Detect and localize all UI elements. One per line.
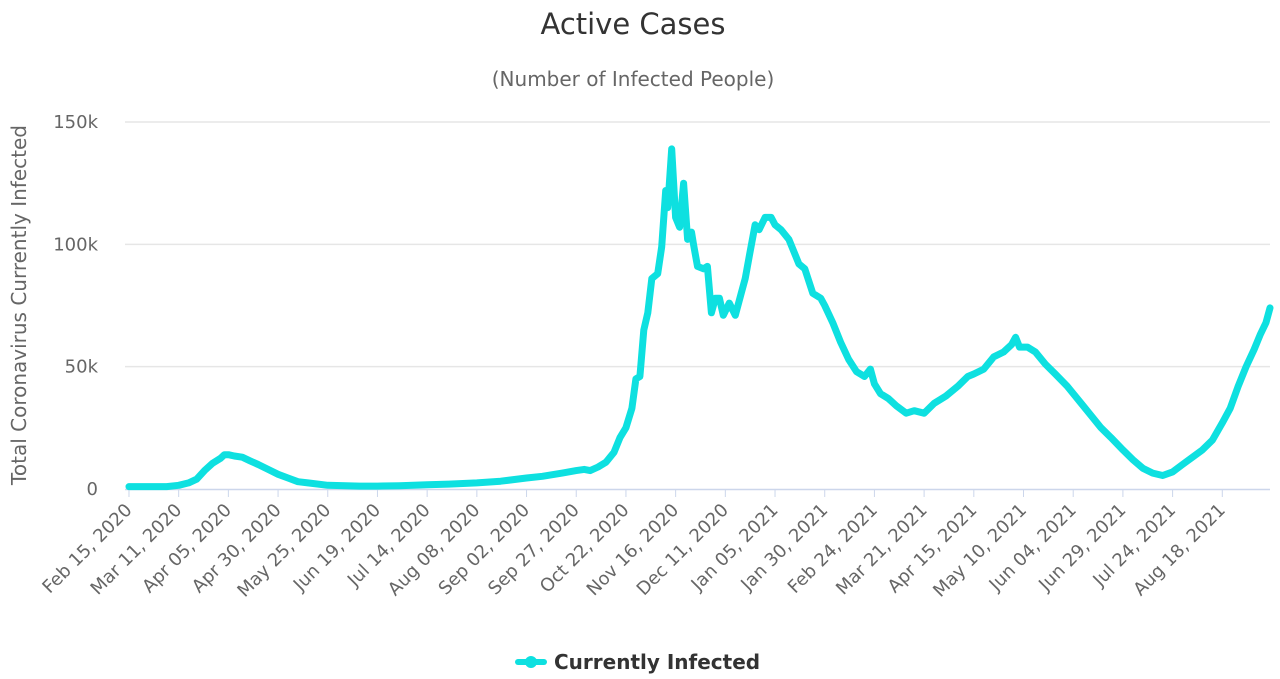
legend-series-marker [525, 656, 537, 668]
legend-series-label[interactable]: Currently Infected [554, 650, 760, 674]
y-axis-ticks: 0 50k 100k 150k [53, 112, 98, 500]
y-tick-label: 150k [53, 112, 98, 133]
legend[interactable]: Currently Infected [515, 650, 760, 674]
y-tick-label: 50k [65, 357, 99, 378]
series-line-currently-infected[interactable] [125, 145, 1274, 491]
chart-subtitle: (Number of Infected People) [492, 67, 775, 91]
y-tick-label: 100k [53, 234, 98, 255]
plot-area [125, 145, 1274, 491]
y-tick-label: 0 [87, 479, 98, 500]
gridlines [125, 121, 1270, 368]
chart-title: Active Cases [540, 7, 725, 41]
y-axis-label: Total Coronavirus Currently Infected [7, 125, 31, 486]
